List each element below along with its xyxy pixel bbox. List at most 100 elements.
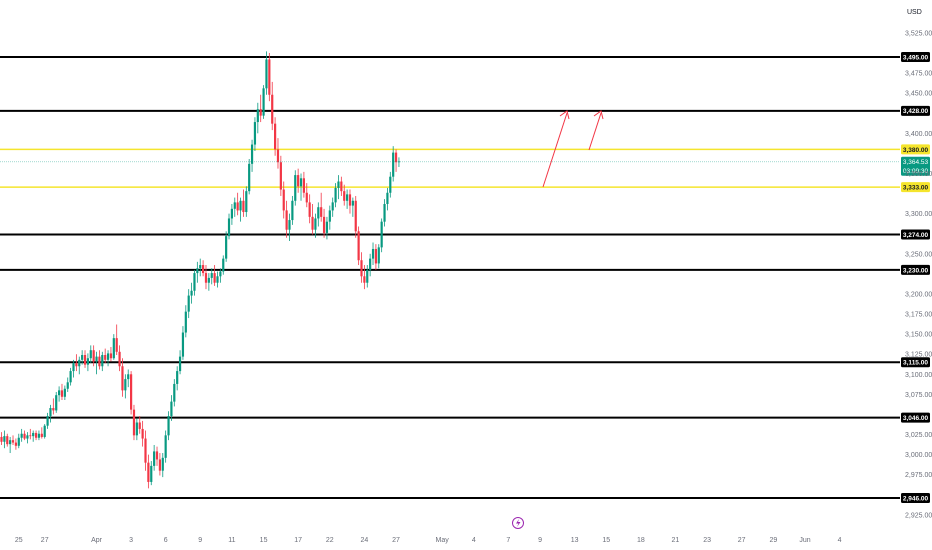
candle <box>374 248 377 264</box>
y-tick-label: 3,125.00 <box>905 352 932 359</box>
candle <box>230 208 233 219</box>
candle <box>118 351 121 367</box>
candle <box>262 88 265 116</box>
current-price-label: 3,364.53 <box>903 159 929 166</box>
projection-arrow-2-head <box>593 110 604 120</box>
candle <box>377 247 380 264</box>
level-label-bg <box>901 357 930 368</box>
candle <box>178 356 182 372</box>
candle <box>248 163 251 192</box>
candle <box>268 59 271 95</box>
candle <box>89 350 92 359</box>
candle <box>104 355 107 360</box>
candle <box>322 216 326 233</box>
level-label-bg <box>901 229 930 240</box>
x-tick-label: 27 <box>392 537 400 544</box>
replay-icon[interactable] <box>512 517 524 529</box>
y-tick-label: 3,475.00 <box>905 71 932 78</box>
candle <box>271 94 274 124</box>
candle <box>210 273 213 278</box>
candle <box>9 440 12 445</box>
x-tick-label: 23 <box>703 537 711 544</box>
candle <box>282 189 285 211</box>
candle <box>101 355 104 367</box>
y-tick-label: 3,075.00 <box>905 392 932 399</box>
candle <box>227 218 231 237</box>
candle <box>337 181 340 188</box>
level-label: 3,333.00 <box>903 185 929 192</box>
candle <box>265 59 268 89</box>
candle <box>239 200 242 211</box>
level-label: 2,946.00 <box>903 495 929 502</box>
candle <box>299 178 303 187</box>
level-label-bg <box>901 412 930 423</box>
x-tick-label: 24 <box>360 537 368 544</box>
y-tick-label: 3,525.00 <box>905 30 932 37</box>
candle <box>121 366 124 391</box>
candle <box>317 207 320 219</box>
x-tick-label: 22 <box>326 537 334 544</box>
candle <box>112 338 115 359</box>
candle <box>193 273 196 291</box>
candle <box>127 374 130 380</box>
x-tick-label: May <box>436 537 450 544</box>
candle <box>17 437 20 446</box>
candle <box>351 200 354 206</box>
level-label-bg <box>901 52 930 62</box>
candle <box>245 191 248 213</box>
candles <box>0 51 401 489</box>
candle <box>302 178 305 193</box>
candle <box>253 122 257 145</box>
x-tick-label: 3 <box>129 537 133 544</box>
y-tick-label: 3,300.00 <box>905 211 932 218</box>
candle <box>55 395 58 411</box>
x-tick-label: 7 <box>506 537 510 544</box>
candle <box>26 435 29 439</box>
candle <box>340 181 343 192</box>
candle <box>106 353 110 360</box>
x-tick-label: 27 <box>738 537 746 544</box>
y-tick-label: 3,150.00 <box>905 332 932 339</box>
candle <box>276 149 280 163</box>
candle <box>124 379 127 391</box>
candle <box>153 451 156 466</box>
level-label-bg <box>901 493 930 503</box>
y-tick-label: 3,450.00 <box>905 91 932 98</box>
candle <box>11 440 15 443</box>
candle <box>233 202 236 209</box>
y-tick-label: 2,975.00 <box>905 472 932 479</box>
projection-arrows <box>542 110 604 188</box>
candle <box>222 258 225 272</box>
candle <box>328 210 331 222</box>
candle <box>0 436 3 442</box>
candle <box>285 210 288 230</box>
x-tick-label: Apr <box>91 537 103 544</box>
level-label: 3,428.00 <box>903 108 929 115</box>
candle <box>147 462 150 482</box>
candle <box>348 194 352 206</box>
time-axis[interactable]: 25 27 Apr 3 6 9 11 15 17 22 24 27 May 4 7 9 13 15 18 21 23 27… <box>15 517 842 545</box>
candle <box>158 459 161 471</box>
price-axis[interactable]: USD 3,525.00 3,475.00 3,450.00 3,400.00 3,35… <box>905 9 932 519</box>
candle <box>14 442 17 446</box>
x-tick-label: 29 <box>769 537 777 544</box>
candle <box>380 221 383 248</box>
candle <box>109 353 113 359</box>
candle <box>305 192 308 203</box>
candle <box>58 390 61 396</box>
x-tick-label: 9 <box>538 537 542 544</box>
candle <box>75 363 78 367</box>
y-tick-label: 2,925.00 <box>905 512 932 519</box>
x-tick-label: 27 <box>41 537 49 544</box>
candle <box>63 388 66 397</box>
candle <box>32 432 35 437</box>
candle <box>366 269 369 283</box>
candle <box>135 422 138 436</box>
projection-arrow-1-head <box>559 110 570 120</box>
candle <box>176 371 179 384</box>
candle <box>78 359 81 367</box>
candle <box>144 438 147 463</box>
x-tick-label: 21 <box>672 537 680 544</box>
